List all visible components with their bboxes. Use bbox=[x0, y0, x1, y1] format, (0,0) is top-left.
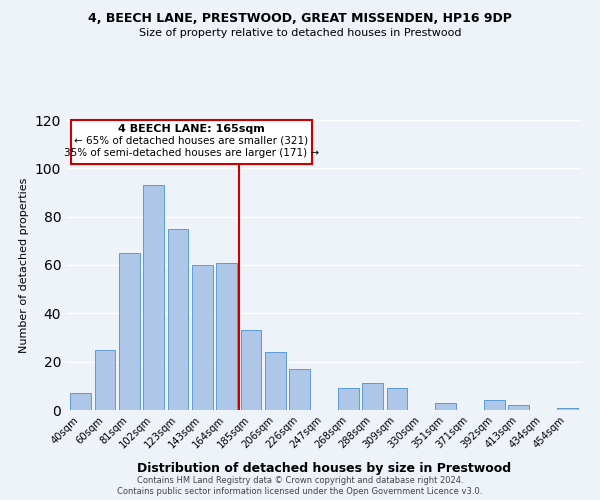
Text: 4, BEECH LANE, PRESTWOOD, GREAT MISSENDEN, HP16 9DP: 4, BEECH LANE, PRESTWOOD, GREAT MISSENDE… bbox=[88, 12, 512, 26]
Bar bbox=[241, 330, 262, 410]
Bar bbox=[508, 405, 529, 410]
Bar bbox=[289, 369, 310, 410]
Bar bbox=[192, 265, 212, 410]
Bar bbox=[484, 400, 505, 410]
Bar bbox=[265, 352, 286, 410]
FancyBboxPatch shape bbox=[71, 120, 312, 164]
Bar bbox=[338, 388, 359, 410]
Bar bbox=[362, 384, 383, 410]
Text: Size of property relative to detached houses in Prestwood: Size of property relative to detached ho… bbox=[139, 28, 461, 38]
Text: 35% of semi-detached houses are larger (171) →: 35% of semi-detached houses are larger (… bbox=[64, 148, 319, 158]
Y-axis label: Number of detached properties: Number of detached properties bbox=[19, 178, 29, 352]
Bar bbox=[119, 253, 140, 410]
Text: 4 BEECH LANE: 165sqm: 4 BEECH LANE: 165sqm bbox=[118, 124, 265, 134]
Text: Contains HM Land Registry data © Crown copyright and database right 2024.: Contains HM Land Registry data © Crown c… bbox=[137, 476, 463, 485]
Bar bbox=[557, 408, 578, 410]
X-axis label: Distribution of detached houses by size in Prestwood: Distribution of detached houses by size … bbox=[137, 462, 511, 474]
Bar bbox=[436, 403, 456, 410]
Text: Contains public sector information licensed under the Open Government Licence v3: Contains public sector information licen… bbox=[118, 488, 482, 496]
Bar bbox=[143, 185, 164, 410]
Bar bbox=[70, 393, 91, 410]
Bar bbox=[95, 350, 115, 410]
Text: ← 65% of detached houses are smaller (321): ← 65% of detached houses are smaller (32… bbox=[74, 136, 308, 145]
Bar bbox=[386, 388, 407, 410]
Bar bbox=[167, 229, 188, 410]
Bar bbox=[216, 262, 237, 410]
